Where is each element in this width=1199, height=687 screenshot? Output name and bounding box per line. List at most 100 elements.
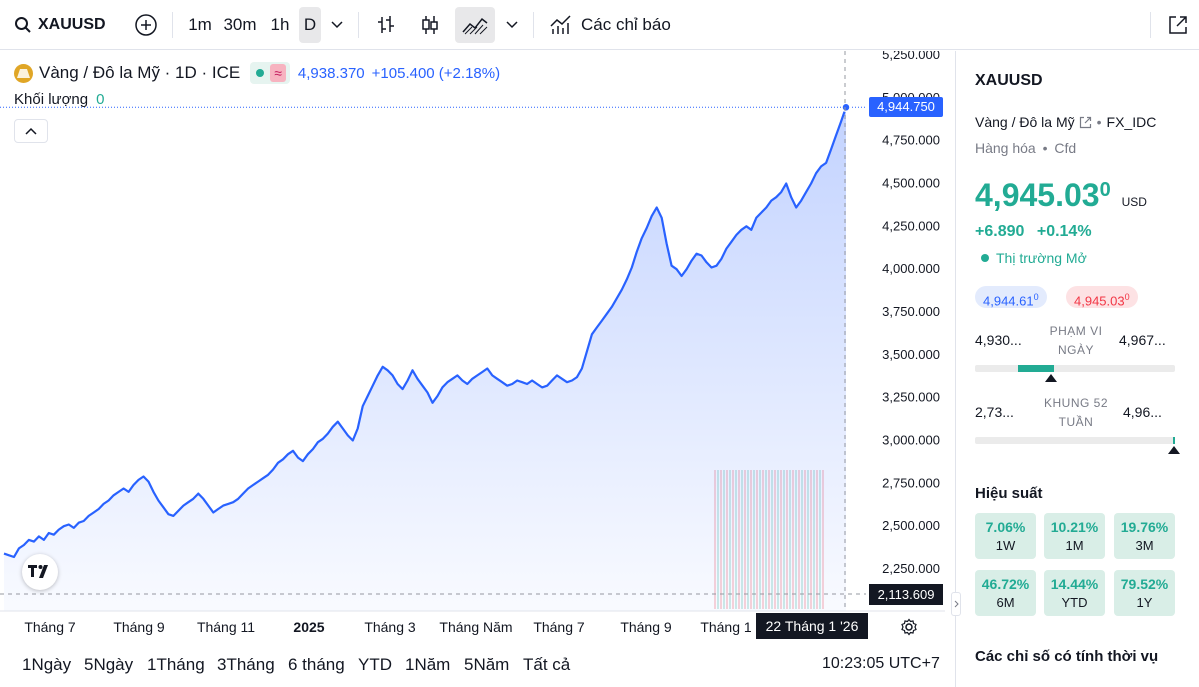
time-axis-label: Tháng 11 (197, 619, 255, 635)
chart-type-dropdown-button[interactable] (499, 7, 525, 43)
perf-6m[interactable]: 46.72% 6M (975, 570, 1036, 616)
bullet-separator: • (1042, 140, 1048, 156)
perf-value: 10.21% (1050, 519, 1099, 535)
area-chart-icon (462, 17, 488, 35)
range-1m-button[interactable]: 1Tháng (147, 655, 205, 674)
day-range-high: 4,967... (1119, 332, 1166, 348)
week52-label: KHUNG 52 TUẦN (1036, 394, 1116, 432)
perf-1w[interactable]: 7.06% 1W (975, 513, 1036, 559)
clock-timezone[interactable]: 10:23:05 UTC+7 (822, 655, 940, 672)
week52-high: 4,96... (1123, 404, 1162, 420)
interval-1m[interactable]: 1m (188, 15, 212, 34)
bid-badge: 4,944.610 (975, 286, 1047, 308)
gold-symbol-icon (14, 63, 33, 83)
indicators-icon (550, 15, 571, 34)
week52-label-line1: KHUNG 52 (1043, 396, 1109, 410)
perf-3m[interactable]: 19.76% 3M (1114, 513, 1175, 559)
price-axis-tick: 3,250.000 (882, 390, 940, 405)
interval-30m[interactable]: 30m (223, 15, 257, 34)
price-change-row: +6.890 +0.14% (975, 223, 1092, 241)
gear-icon (901, 618, 917, 636)
interval-dropdown-button[interactable] (324, 7, 350, 43)
price-change-pct: +0.14% (1036, 223, 1092, 240)
side-panel-collapse-handle[interactable] (951, 592, 961, 616)
time-axis-label: 2025 (293, 619, 324, 635)
symbol-name-row: Vàng / Đô la Mỹ • FX_IDC (975, 114, 1156, 130)
range-5d-button[interactable]: 5Ngày (84, 655, 134, 674)
price-axis-tick: 5,250.000 (882, 51, 940, 62)
indicators-label: Các chỉ báo (581, 15, 671, 34)
perf-value: 46.72% (981, 576, 1030, 592)
interval-1h[interactable]: 1h (270, 15, 290, 34)
exchange-name: FX_IDC (1106, 114, 1157, 130)
volume-value: 0 (96, 91, 105, 108)
chart-settings-button[interactable] (897, 615, 921, 639)
range-all-button[interactable]: Tất cả (523, 655, 571, 674)
time-axis[interactable]: Tháng 7 Tháng 9 Tháng 11 2025 Tháng 3 Tháng N… (24, 619, 752, 635)
collapse-legend-button[interactable] (14, 119, 48, 143)
time-axis-label: Tháng 7 (533, 619, 585, 635)
crosshair-price-tag: 2,113.609 (869, 584, 943, 605)
perf-label: 3M (1135, 538, 1154, 553)
range-5y-button[interactable]: 5Năm (464, 655, 510, 674)
day-range-label-line2: NGÀY (1057, 343, 1094, 357)
ask-price: 4,945.03 (1074, 293, 1125, 309)
legend-last-price: 4,938.370 (297, 64, 365, 82)
external-link-icon[interactable] (1079, 116, 1092, 129)
market-open-dot-icon (256, 69, 265, 77)
toolbar-divider (533, 12, 534, 38)
market-open-badge: ≈ (250, 62, 290, 84)
price-axis-tick: 4,500.000 (882, 176, 940, 191)
toolbar-divider (172, 12, 173, 38)
symbol-search-button[interactable]: XAUUSD (8, 7, 108, 43)
current-price: 4,945.030 USD (975, 177, 1147, 214)
range-ytd-button[interactable]: YTD (358, 655, 392, 674)
price-axis-tick: 4,750.000 (882, 133, 940, 148)
chart-pane[interactable]: 5,250.0005,000.0004,750.0004,500.0004,25… (0, 51, 945, 639)
range-1y-button[interactable]: 1Năm (405, 655, 451, 674)
perf-1y[interactable]: 79.52% 1Y (1114, 570, 1175, 616)
delayed-badge: ≈ (270, 64, 286, 82)
range-6m-button[interactable]: 6 tháng (288, 655, 345, 674)
area-chart-type-button[interactable] (455, 7, 495, 43)
plus-circle-icon (135, 14, 157, 36)
indicators-button[interactable]: Các chỉ báo (543, 7, 677, 43)
current-price-fraction: 0 (1099, 179, 1111, 201)
last-price-dot (841, 102, 851, 113)
last-price-tag: 4,944.750 (869, 97, 943, 118)
perf-label: YTD (1061, 595, 1088, 610)
interval-d[interactable]: D (299, 7, 321, 43)
market-status-dot-icon (981, 254, 989, 262)
seasonal-title: Các chỉ số có tính thời vụ (975, 648, 1159, 665)
tradingview-logo[interactable] (22, 554, 58, 590)
volume-label: Khối lượng (14, 91, 89, 108)
open-in-new-button[interactable] (1160, 7, 1196, 43)
symbol-label: XAUUSD (38, 16, 106, 33)
bar-chart-type-button[interactable] (368, 7, 404, 43)
market-status-label: Thị trường Mở (996, 250, 1087, 266)
perf-label: 1Y (1136, 595, 1153, 610)
price-axis-tick: 2,750.000 (882, 475, 940, 490)
series-legend[interactable]: Vàng / Đô la Mỹ · 1D · ICE ≈ 4,938.370 +… (14, 62, 500, 84)
range-3m-button[interactable]: 3Tháng (217, 655, 275, 674)
day-range-label-line1: PHẠM VI (1049, 324, 1103, 338)
price-axis[interactable]: 5,250.0005,000.0004,750.0004,500.0004,25… (882, 51, 940, 576)
range-1d-button[interactable]: 1Ngày (22, 655, 72, 674)
price-line (3, 106, 848, 559)
price-axis-tick: 2,500.000 (882, 518, 940, 533)
price-area-fill (4, 107, 846, 612)
compare-symbol-button[interactable] (128, 7, 164, 43)
tradingview-logo-icon (28, 565, 48, 578)
perf-label: 1W (995, 538, 1016, 553)
price-chart[interactable]: 5,250.0005,000.0004,750.0004,500.0004,25… (0, 51, 945, 645)
symbol-details-panel: XAUUSD Vàng / Đô la Mỹ • FX_IDC Hàng hóa… (955, 51, 1199, 687)
symbol-full-name[interactable]: Vàng / Đô la Mỹ (975, 114, 1075, 130)
volume-legend[interactable]: Khối lượng 0 (14, 91, 104, 108)
perf-1m[interactable]: 10.21% 1M (1044, 513, 1105, 559)
week52-marker (1168, 446, 1180, 454)
candles-chart-type-button[interactable] (412, 7, 448, 43)
chevron-up-icon (25, 127, 37, 135)
market-status[interactable]: Thị trường Mở (981, 250, 1087, 266)
perf-ytd[interactable]: 14.44% YTD (1044, 570, 1105, 616)
